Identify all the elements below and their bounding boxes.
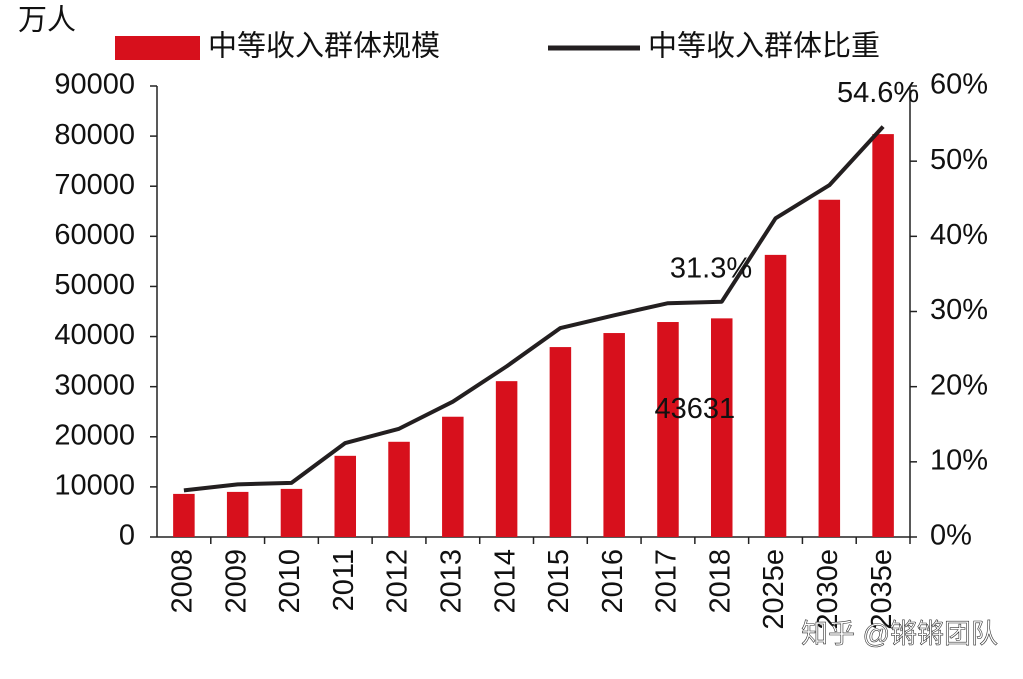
bar (603, 333, 625, 537)
y-tick-label: 20000 (54, 419, 135, 451)
y2-tick-label: 0% (930, 520, 972, 552)
bar (334, 455, 357, 537)
y2-tick-label: 30% (930, 294, 988, 326)
bar (388, 441, 410, 537)
y-tick-label: 60000 (54, 219, 135, 251)
x-tick-label: 2013 (435, 549, 467, 614)
x-tick-label: 2010 (274, 549, 306, 614)
y-tick-label: 10000 (54, 470, 135, 502)
line (183, 125, 885, 493)
data-label: 43631 (655, 393, 736, 425)
y-tick-label: 50000 (54, 269, 135, 301)
y-tick-label: 80000 (54, 119, 135, 151)
x-tick-label: 2009 (220, 549, 252, 614)
x-tick-label: 2008 (167, 549, 199, 614)
y2-tick-label: 40% (930, 219, 988, 251)
data-label: 54.6% (837, 77, 919, 109)
bar (280, 488, 303, 537)
y2-tick-label: 50% (930, 144, 988, 176)
legend-label: 中等收入群体比重 (648, 30, 880, 63)
bar (549, 347, 572, 537)
y-tick-label: 70000 (54, 169, 135, 201)
x-tick-label: 2011 (328, 549, 360, 611)
x-tick-label: 2018 (704, 549, 736, 614)
bar (173, 493, 195, 537)
y2-tick-label: 10% (930, 444, 988, 476)
x-tick-label: 2035e (866, 549, 898, 630)
y-tick-label: 0 (119, 520, 135, 552)
y-axis-unit: 万人 (18, 5, 76, 37)
x-tick-label: 2017 (651, 549, 683, 614)
y-tick-label: 40000 (54, 319, 135, 351)
y2-tick-label: 20% (930, 369, 988, 401)
bar (818, 199, 841, 537)
x-tick-label: 2014 (489, 549, 521, 614)
bar (442, 416, 464, 537)
x-tick-label: 2015 (543, 549, 575, 614)
bar (872, 134, 894, 537)
x-tick-label: 2030e (812, 549, 844, 630)
legend-swatch (115, 36, 200, 60)
legend-label: 中等收入群体规模 (208, 30, 440, 63)
x-tick-label: 2012 (382, 549, 414, 614)
data-label: 31.3% (670, 252, 752, 284)
bar (764, 254, 787, 537)
bar (226, 491, 249, 537)
bar (710, 318, 733, 537)
y-tick-label: 30000 (54, 369, 135, 401)
bar (495, 381, 518, 537)
watermark: 知乎 @锵锵团队 (801, 619, 998, 649)
x-tick-label: 2016 (597, 549, 629, 614)
y2-tick-label: 60% (930, 69, 988, 101)
x-tick-label: 2025e (758, 549, 790, 630)
y-tick-label: 90000 (54, 69, 135, 101)
bar (657, 322, 679, 537)
